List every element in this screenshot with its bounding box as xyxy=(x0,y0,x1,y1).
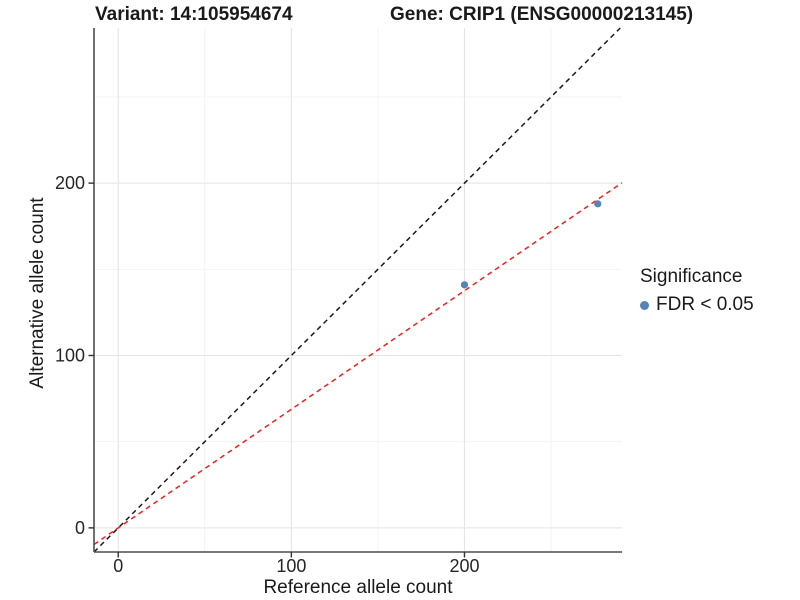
legend-title: Significance xyxy=(640,266,743,287)
legend-item-fdr: FDR < 0.05 xyxy=(640,294,754,316)
identity-line xyxy=(93,27,621,553)
x-tick-label: 200 xyxy=(449,556,479,576)
legend-point-icon xyxy=(640,300,649,310)
plot-title-gene: Gene: CRIP1 (ENSG00000213145) xyxy=(390,4,694,25)
y-axis-title: Alternative allele count xyxy=(27,197,48,389)
data-point xyxy=(594,200,602,208)
data-point xyxy=(460,281,469,289)
legend: Significance FDR < 0.05 xyxy=(640,266,754,316)
plot-title-variant: Variant: 14:105954674 xyxy=(95,4,293,25)
y-tick-label: 100 xyxy=(55,346,85,366)
x-tick-label: 100 xyxy=(276,556,306,576)
legend-item-label: FDR < 0.05 xyxy=(656,294,754,315)
y-tick-label: 0 xyxy=(75,518,85,538)
x-tick-label: 0 xyxy=(113,556,123,576)
y-tick-label: 200 xyxy=(55,173,85,193)
x-axis-title: Reference allele count xyxy=(263,577,453,598)
fitted-line xyxy=(93,182,623,546)
